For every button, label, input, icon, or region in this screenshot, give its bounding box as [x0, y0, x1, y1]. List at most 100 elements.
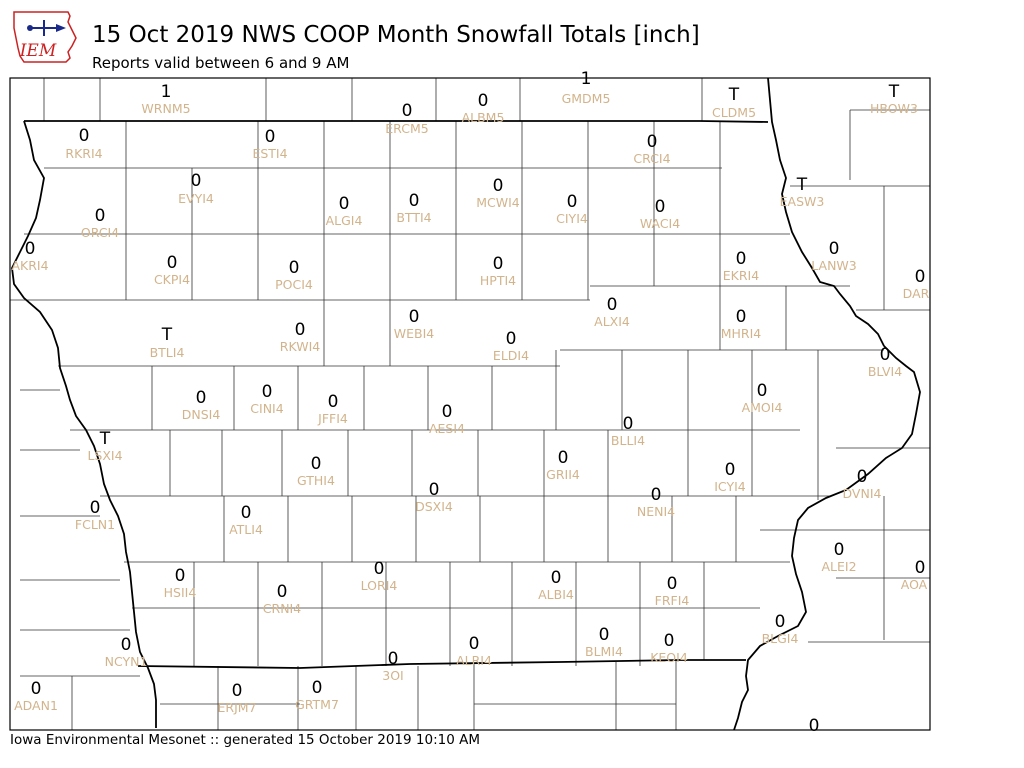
station-value: 0: [31, 679, 42, 699]
station-id: FCLN1: [75, 517, 115, 532]
station-id: WRNM5: [141, 101, 190, 116]
station-id: ALRI4: [456, 653, 492, 668]
iem-logo: IEM: [8, 8, 80, 66]
station-value: 0: [829, 239, 840, 259]
station-id: BTTI4: [396, 210, 431, 225]
station-value: 0: [880, 345, 891, 365]
station-id: ALBM5: [462, 110, 505, 125]
station-gmdm5: 1 GMDM5: [562, 69, 611, 106]
station-value: 0: [121, 635, 132, 655]
station-value: 0: [374, 559, 385, 579]
station-value: 0: [289, 258, 300, 278]
station-value: 0: [915, 558, 926, 578]
station-id: AESI4: [429, 421, 465, 436]
station-id: ATLI4: [229, 522, 263, 537]
station-value: 0: [647, 132, 658, 152]
station-id: HPTI4: [480, 273, 516, 288]
station-value: 0: [599, 625, 610, 645]
station-value: 0: [409, 307, 420, 327]
station-value: 0: [551, 568, 562, 588]
station-value: 0: [295, 320, 306, 340]
station-id: CINI4: [250, 401, 283, 416]
station-id: ALGI4: [326, 213, 363, 228]
station-unnamed: 0: [809, 716, 820, 736]
station-id: MCWI4: [476, 195, 520, 210]
station-value: 0: [757, 381, 768, 401]
station-id: ERCM5: [385, 121, 428, 136]
station-id: BTLI4: [150, 345, 185, 360]
station-value: 0: [736, 307, 747, 327]
station-value: 0: [506, 329, 517, 349]
station-value: 0: [328, 392, 339, 412]
station-id: JFFI4: [317, 411, 348, 426]
station-id: RKWI4: [280, 339, 320, 354]
map-frame: [9, 77, 931, 731]
station-id: ALEI2: [821, 559, 856, 574]
station-value: 0: [558, 448, 569, 468]
logo-text: IEM: [19, 41, 57, 61]
station-id: AMOI4: [742, 400, 783, 415]
station-value: 0: [775, 612, 786, 632]
station-id: LANW3: [811, 258, 856, 273]
station-value: 0: [241, 503, 252, 523]
station-value: T: [796, 175, 808, 195]
station-value: 0: [725, 460, 736, 480]
station-id: GTHI4: [297, 473, 335, 488]
station-id: DSXI4: [415, 499, 453, 514]
county-borders: [10, 78, 930, 730]
station-id: EKRI4: [723, 268, 759, 283]
station-value: 0: [469, 634, 480, 654]
station-id: FRFI4: [655, 593, 690, 608]
station-id: BLVI4: [868, 364, 902, 379]
station-id: CKPI4: [154, 272, 190, 287]
station-id: ICYI4: [714, 479, 746, 494]
map-title: 15 Oct 2019 NWS COOP Month Snowfall Tota…: [92, 22, 700, 48]
station-id: ESTI4: [252, 146, 287, 161]
station-value: 0: [429, 480, 440, 500]
station-id: AOA: [901, 577, 928, 592]
station-value: 0: [90, 498, 101, 518]
station-value: 0: [311, 454, 322, 474]
station-value: 0: [262, 382, 273, 402]
station-value: 0: [442, 402, 453, 422]
station-id: ADAN1: [14, 698, 58, 713]
map-subtitle: Reports valid between 6 and 9 AM: [92, 54, 350, 72]
station-id: AKRI4: [11, 258, 48, 273]
station-id: CRCI4: [633, 151, 670, 166]
